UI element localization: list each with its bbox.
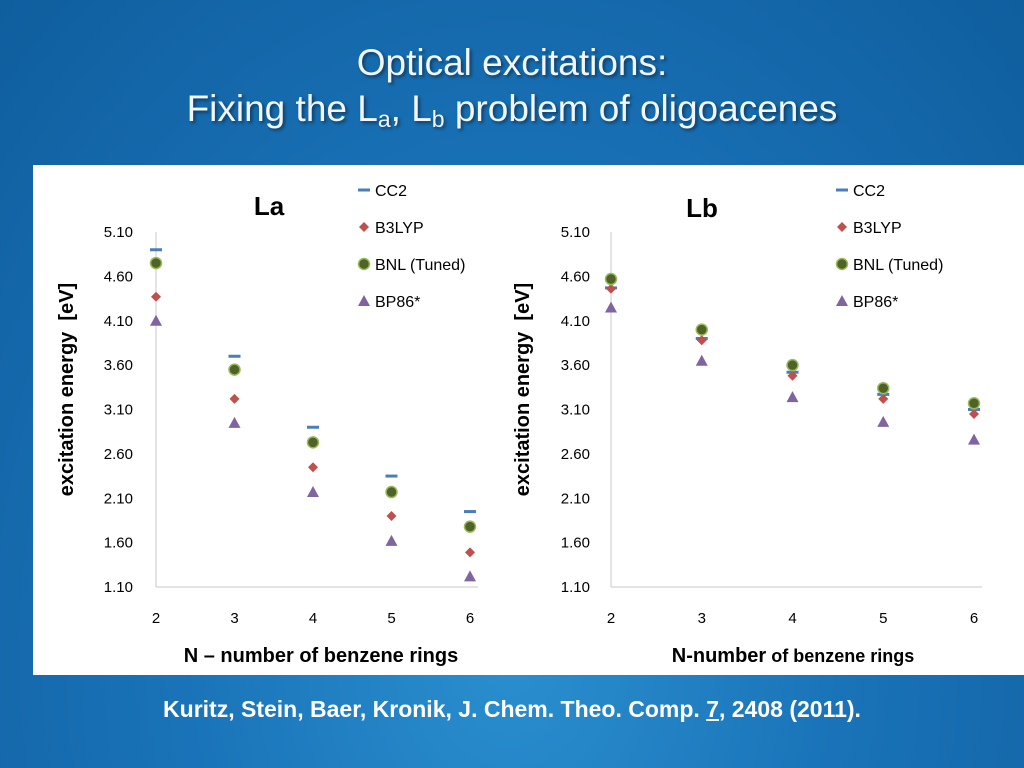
charts-panel: 1.10 1.60 2.10 2.60 3.10 3.60 4.10 4.60 5.10 2 3 4 5… (33, 165, 1024, 675)
data-point-circle (877, 381, 890, 395)
y-tick-label: 5.10 (561, 224, 590, 241)
title-sub-b: b (431, 106, 445, 132)
data-point-diamond (606, 283, 616, 294)
title-line-1: Optical excitations: (356, 42, 668, 83)
y-tick-label: 4.60 (561, 268, 590, 285)
legend-label: BNL (Tuned) (853, 257, 943, 274)
title-part-c: problem of oligoacenes (444, 88, 838, 129)
legend-marker-triangle (358, 295, 370, 306)
data-point-triangle (150, 314, 162, 326)
data-point-triangle (695, 354, 708, 366)
x-tick-label: 3 (230, 610, 238, 627)
data-point-triangle (786, 391, 799, 403)
legend-label: BNL (Tuned) (375, 257, 465, 274)
y-tick-label: 1.10 (104, 579, 133, 596)
slide-title: Optical excitations: Fixing the La, Lb p… (0, 40, 1024, 142)
citation: Kuritz, Stein, Baer, Kronik, J. Chem. Th… (0, 696, 1024, 723)
data-point-triangle (968, 433, 980, 445)
data-point-circle (463, 520, 477, 533)
title-part-b: , L (390, 88, 432, 129)
y-tick-label: 4.10 (104, 313, 133, 330)
chart-title: La (254, 191, 285, 221)
x-axis-label-rest: of benzene rings (766, 646, 914, 666)
chart-lb: 1.10 1.60 2.10 2.60 3.10 3.60 4.10 4.60 5.10 2 3 4 5… (512, 183, 982, 667)
y-tick-label: 1.60 (561, 535, 590, 552)
legend-label: CC2 (375, 183, 407, 200)
legend-label: CC2 (853, 183, 885, 200)
y-axis-label: excitation energy [eV] (56, 283, 78, 496)
data-point-circle (228, 363, 241, 376)
x-tick-label: 2 (607, 610, 615, 627)
y-tick-label: 3.60 (104, 357, 133, 374)
title-sub-a: a (377, 106, 391, 132)
y-tick-label: 3.10 (561, 402, 590, 419)
y-tick-label: 2.10 (561, 490, 590, 507)
y-tick-label: 4.10 (561, 313, 590, 330)
charts-svg: 1.10 1.60 2.10 2.60 3.10 3.60 4.10 4.60 5.10 2 3 4 5… (56, 183, 982, 667)
data-point-diamond (878, 393, 889, 404)
x-tick-label: 4 (309, 610, 317, 627)
citation-pages: , 2408 (2011). (718, 696, 861, 722)
data-point-diamond (696, 335, 707, 346)
y-tick-label: 4.60 (104, 268, 133, 285)
x-axis-label: N-number of benzene rings (672, 645, 914, 667)
y-tick-label: 5.10 (104, 224, 133, 241)
data-point-diamond (969, 408, 979, 419)
legend-marker-diamond (837, 222, 847, 232)
citation-authors: Kuritz, Stein, Baer, Kronik, J. Chem. Th… (163, 696, 707, 722)
data-point-triangle (464, 570, 476, 582)
legend-marker-triangle (836, 295, 848, 306)
data-point-circle (149, 256, 163, 270)
data-point-triangle (877, 415, 890, 427)
data-point-triangle (307, 486, 319, 498)
y-tick-label: 3.60 (561, 357, 590, 374)
x-axis-label-bold: N-number (672, 645, 767, 667)
x-tick-label: 5 (387, 610, 395, 627)
data-point-diamond (465, 547, 475, 558)
x-tick-label: 3 (698, 610, 706, 627)
x-axis-label: N – number of benzene rings (184, 645, 458, 667)
legend-label: B3LYP (375, 220, 424, 237)
data-point-circle (967, 397, 981, 410)
x-tick-label: 6 (970, 610, 978, 627)
legend-marker-circle (835, 257, 849, 271)
y-tick-label: 2.60 (561, 446, 590, 463)
legend-marker-diamond (359, 222, 369, 232)
data-point-circle (604, 272, 618, 286)
data-point-diamond (308, 462, 318, 473)
data-point-triangle (228, 416, 241, 428)
data-point-circle (786, 358, 799, 372)
y-tick-label: 2.10 (104, 490, 133, 507)
chart-la: 1.10 1.60 2.10 2.60 3.10 3.60 4.10 4.60 5.10 2 3 4 5… (56, 183, 478, 667)
data-point-diamond (787, 370, 798, 381)
data-point-diamond (151, 291, 161, 302)
data-point-triangle (385, 534, 398, 546)
legend-label: BP86* (375, 294, 420, 311)
legend-label: B3LYP (853, 220, 902, 237)
y-tick-label: 1.10 (561, 579, 590, 596)
legend-label: BP86* (853, 294, 898, 311)
data-point-diamond (229, 393, 240, 404)
y-tick-label: 3.10 (104, 402, 133, 419)
title-line-2: Fixing the La, Lb problem of oligoacenes (0, 86, 1024, 142)
y-axis-label: excitation energy [eV] (512, 283, 534, 496)
title-part-a: Fixing the L (186, 88, 378, 129)
data-point-circle (306, 436, 320, 449)
x-tick-label: 6 (466, 610, 474, 627)
legend-marker-circle (357, 257, 371, 271)
citation-volume: 7 (706, 696, 719, 722)
x-tick-label: 2 (152, 610, 160, 627)
y-tick-label: 2.60 (104, 446, 133, 463)
y-tick-label: 1.60 (104, 535, 133, 552)
data-point-diamond (386, 511, 397, 521)
x-tick-label: 5 (879, 610, 887, 627)
data-point-circle (695, 323, 708, 336)
chart-title: Lb (686, 193, 718, 223)
data-point-triangle (605, 301, 617, 313)
x-tick-label: 4 (788, 610, 796, 627)
data-point-circle (385, 485, 398, 499)
